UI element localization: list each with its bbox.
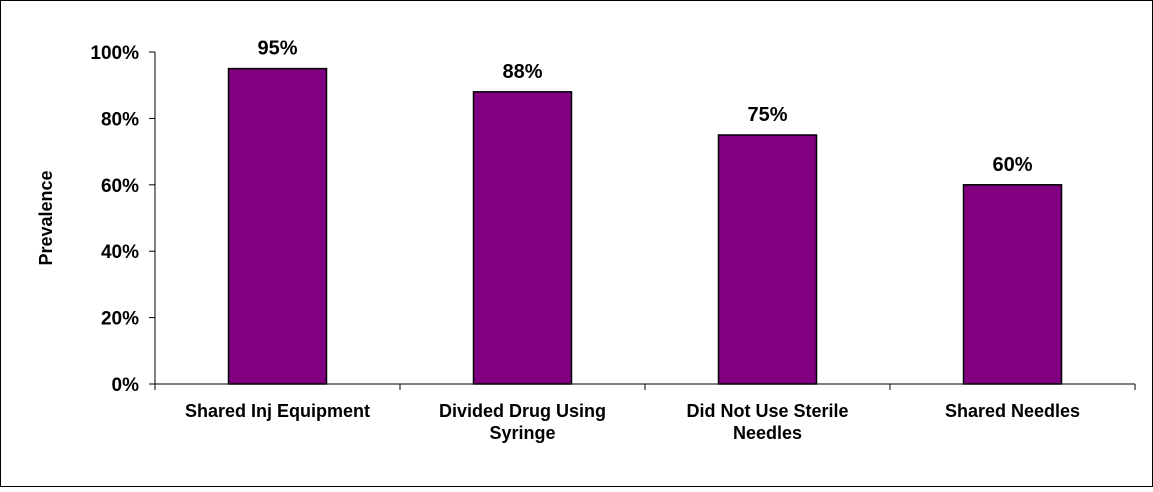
x-category-label: Divided Drug Using Syringe [439,401,606,443]
y-tick-label: 100% [90,43,139,64]
bar-value-label: 95% [257,38,297,60]
y-tick-label: 60% [101,176,139,197]
x-category-label: Shared Inj Equipment [185,401,370,421]
x-category-label-line: Needles [733,423,802,443]
y-tick-label: 20% [101,309,139,330]
x-category-label: Shared Needles [945,401,1080,421]
y-tick-label: 40% [101,242,139,263]
x-axis-category-labels: Shared Inj Equipment Divided Drug Using Sy… [185,401,1080,443]
data-labels: 95% 88% 75% 60% [257,38,1032,176]
y-axis-title: Prevalence [36,170,56,265]
y-axis-ticks: 0% 20% 40% 60% 80% 100% [90,43,1136,396]
bar-value-label: 88% [502,61,542,83]
x-category-label-line: Shared Inj Equipment [185,401,370,421]
axes [154,52,1135,385]
x-category-label-line: Shared Needles [945,401,1080,421]
x-category-label-line: Divided Drug Using [439,401,606,421]
y-tick-label: 80% [101,109,139,130]
x-category-label-line: Syringe [489,423,555,443]
bar [962,184,1063,385]
y-tick-label: 0% [112,375,140,396]
bar-value-label: 75% [747,104,787,126]
bar [717,134,818,385]
bar [472,91,573,385]
bar-value-label: 60% [992,154,1032,176]
x-category-label-line: Did Not Use Sterile [686,401,848,421]
x-category-label: Did Not Use Sterile Needles [686,401,848,443]
y-axis-title-group: Prevalence [36,170,56,265]
bars [227,67,1063,385]
bar [227,67,328,385]
